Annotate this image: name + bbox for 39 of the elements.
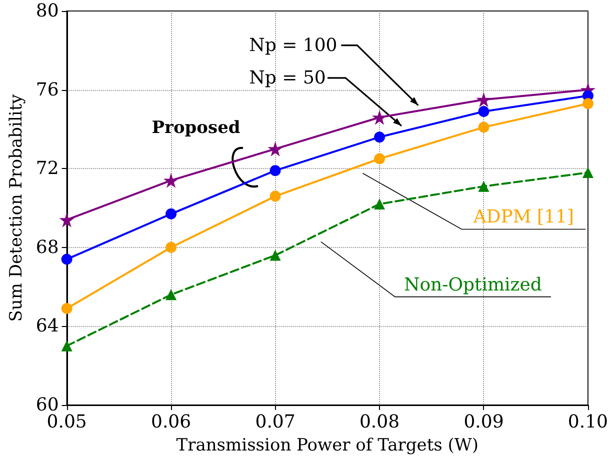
point (166, 242, 177, 253)
point (374, 198, 385, 210)
x-tick-label: 0.06 (150, 412, 192, 432)
point (270, 190, 281, 202)
text: ADPM [11] (472, 206, 574, 228)
point (164, 172, 179, 188)
point (372, 110, 387, 125)
y-tick-label: 68 (36, 236, 59, 258)
point (270, 165, 281, 176)
x-tick-label: 0.10 (568, 412, 608, 432)
point (268, 141, 283, 156)
point (270, 250, 281, 261)
text: Np = 50 (249, 67, 326, 88)
point (61, 340, 72, 352)
x-axis-title: Transmission Power of Targets (W) (176, 436, 479, 456)
point (582, 167, 594, 178)
annotation: Proposed (152, 118, 240, 138)
point (374, 132, 385, 143)
point (61, 254, 72, 265)
point (166, 289, 177, 300)
point (476, 92, 492, 108)
y-axis-title: Sum Detection Probability (6, 94, 26, 322)
point (374, 153, 385, 164)
point (478, 122, 490, 133)
point (61, 302, 72, 314)
y-tick-label: 76 (36, 79, 59, 100)
point (478, 106, 490, 117)
point (582, 98, 594, 110)
x-tick-label: 0.08 (359, 412, 400, 432)
y-tick-label: 72 (36, 158, 59, 180)
point (166, 208, 177, 220)
text: Np = 100 (249, 34, 338, 56)
x-tick-label: 0.09 (464, 412, 504, 432)
point (59, 212, 74, 228)
x-tick-label: 0.07 (255, 412, 296, 432)
point (478, 180, 490, 192)
y-tick-label: 80 (36, 0, 59, 22)
text: Non-Optimized (404, 274, 542, 296)
y-tick-label: 64 (36, 316, 59, 337)
